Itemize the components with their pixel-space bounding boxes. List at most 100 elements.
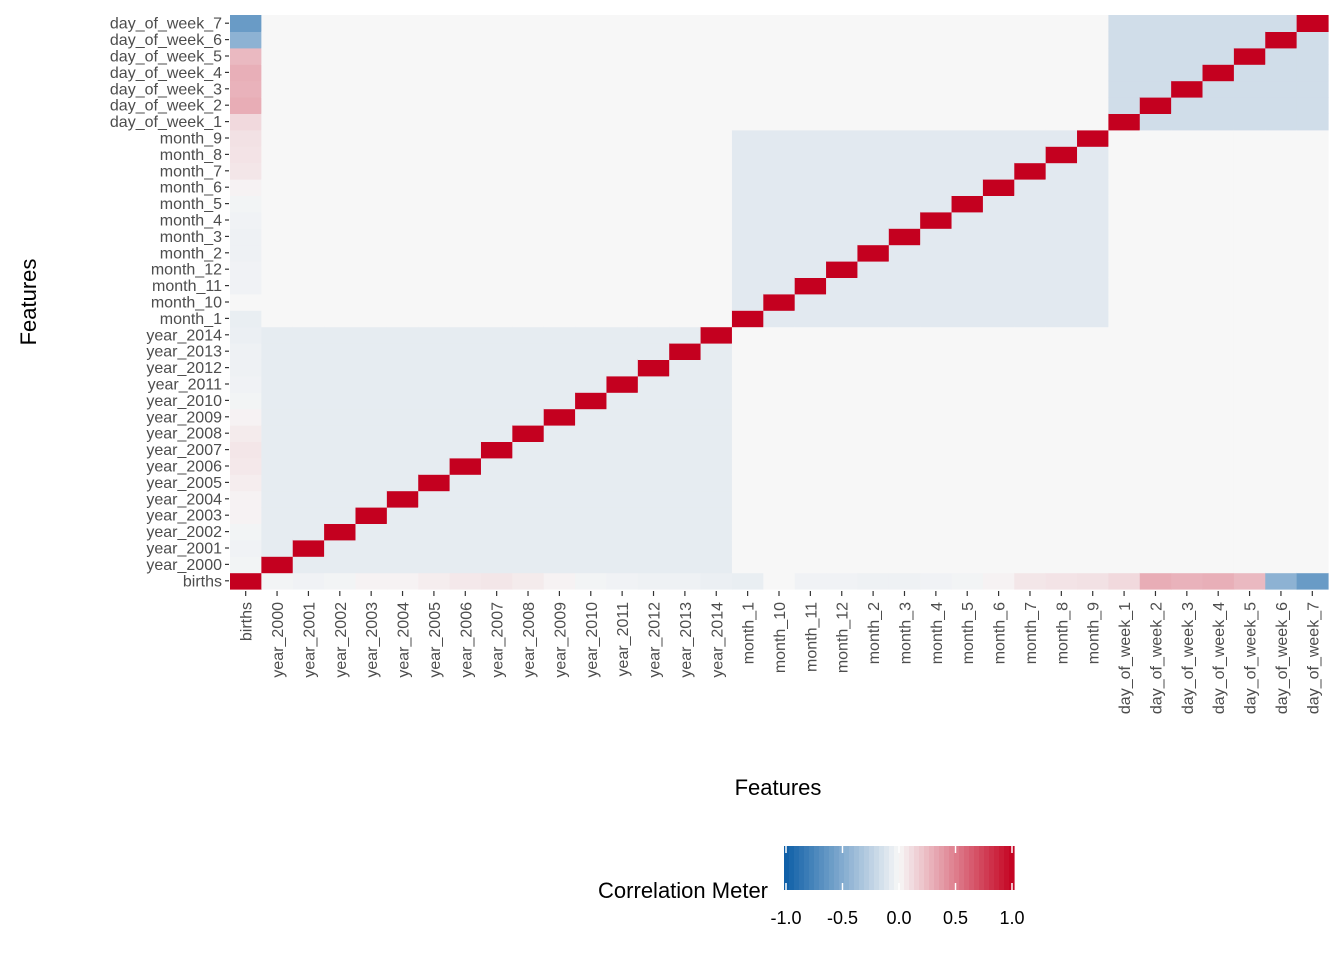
heatmap-cell	[449, 15, 482, 32]
heatmap-cell	[230, 31, 262, 49]
heatmap-cell	[1233, 375, 1266, 393]
heatmap-cell	[1139, 261, 1172, 278]
heatmap-cell	[355, 195, 388, 213]
heatmap-cell	[826, 64, 859, 82]
heatmap-cell	[826, 228, 859, 246]
heatmap-cell	[324, 326, 357, 344]
heatmap-cell	[888, 556, 921, 574]
heatmap-cell	[888, 80, 921, 98]
heatmap-cell	[669, 539, 702, 557]
legend-swatch	[974, 846, 980, 890]
heatmap-cell	[1233, 80, 1266, 98]
heatmap-cell	[1108, 162, 1141, 180]
heatmap-cell	[261, 392, 294, 410]
heatmap-cell	[1139, 195, 1172, 213]
heatmap-cell	[826, 261, 859, 278]
heatmap-cell	[449, 556, 482, 574]
heatmap-cell	[888, 457, 921, 475]
heatmap-cell	[888, 15, 921, 32]
heatmap-cell	[1045, 359, 1078, 377]
heatmap-cell	[637, 195, 670, 213]
heatmap-cell	[292, 310, 325, 328]
heatmap-cell	[261, 359, 294, 377]
heatmap-cell	[700, 47, 733, 65]
heatmap-cell	[888, 244, 921, 262]
heatmap-cell	[1077, 47, 1109, 65]
heatmap-cell	[449, 408, 482, 426]
heatmap-cell	[700, 326, 733, 344]
heatmap-cell	[888, 97, 921, 114]
heatmap-cell	[1265, 359, 1298, 377]
heatmap-cell	[355, 343, 388, 360]
heatmap-cell	[888, 326, 921, 344]
heatmap-cell	[1014, 441, 1047, 459]
heatmap-cell	[794, 408, 827, 426]
heatmap-cell	[512, 539, 545, 557]
heatmap-cell	[1077, 474, 1109, 492]
heatmap-cell	[857, 572, 890, 590]
heatmap-cell	[794, 195, 827, 213]
heatmap-cell	[575, 277, 608, 295]
heatmap-cell	[261, 162, 294, 180]
heatmap-cell	[418, 64, 451, 82]
heatmap-cell	[1265, 47, 1298, 65]
heatmap-cell	[1139, 539, 1172, 557]
heatmap-cell	[543, 64, 576, 82]
heatmap-cell	[920, 211, 953, 229]
heatmap-cell	[1202, 507, 1235, 524]
heatmap-cell	[888, 293, 921, 311]
heatmap-cell	[292, 392, 325, 410]
heatmap-cell	[1296, 211, 1329, 229]
heatmap-cell	[355, 523, 388, 541]
heatmap-cell	[637, 425, 670, 442]
heatmap-cell	[355, 425, 388, 442]
heatmap-cell	[575, 64, 608, 82]
heatmap-cell	[951, 162, 984, 180]
heatmap-cell	[575, 490, 608, 508]
heatmap-cell	[637, 359, 670, 377]
heatmap-cell	[951, 195, 984, 213]
heatmap-cell	[982, 572, 1015, 590]
heatmap-cell	[669, 474, 702, 492]
heatmap-cell	[826, 162, 859, 180]
heatmap-cell	[543, 343, 576, 360]
heatmap-cell	[1014, 408, 1047, 426]
heatmap-cell	[982, 359, 1015, 377]
heatmap-cell	[1108, 310, 1141, 328]
heatmap-cell	[1265, 572, 1298, 590]
heatmap-cell	[826, 392, 859, 410]
x-tick-label: day_of_week_7	[1305, 602, 1322, 714]
heatmap-cell	[1139, 80, 1172, 98]
heatmap-cell	[951, 310, 984, 328]
heatmap-cell	[324, 64, 357, 82]
legend-swatch	[999, 846, 1005, 890]
heatmap-cell	[230, 539, 262, 557]
heatmap-cell	[920, 572, 953, 590]
heatmap-cell	[1171, 375, 1204, 393]
legend-swatch	[844, 846, 850, 890]
legend-swatch	[804, 846, 810, 890]
legend-swatch	[864, 846, 870, 890]
heatmap-cell	[606, 31, 639, 49]
heatmap-cell	[606, 80, 639, 98]
heatmap-cell	[449, 261, 482, 278]
heatmap-cell	[292, 474, 325, 492]
heatmap-cell	[449, 211, 482, 229]
heatmap-cell	[763, 31, 796, 49]
heatmap-cell	[512, 31, 545, 49]
heatmap-cell	[857, 47, 890, 65]
heatmap-cell	[261, 310, 294, 328]
legend: Correlation Meter -1.0 -0.5 0.0 0.5 1.0	[598, 846, 1025, 928]
heatmap-cell	[575, 425, 608, 442]
heatmap-cell	[920, 293, 953, 311]
y-tick-label: day_of_week_7	[110, 16, 222, 33]
heatmap-cell	[418, 326, 451, 344]
heatmap-cell	[1265, 326, 1298, 344]
heatmap-cell	[512, 523, 545, 541]
y-tick-label: month_6	[160, 180, 222, 197]
heatmap-cell	[543, 293, 576, 311]
heatmap-cell	[700, 490, 733, 508]
legend-swatch	[784, 846, 790, 890]
heatmap-cell	[386, 556, 419, 574]
